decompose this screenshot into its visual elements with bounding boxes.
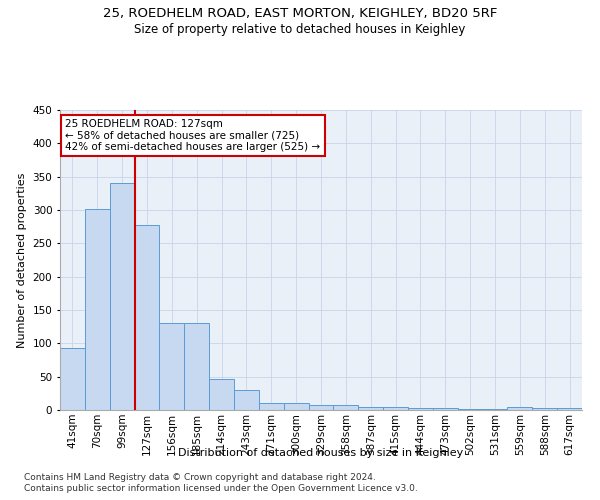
Text: Contains public sector information licensed under the Open Government Licence v3: Contains public sector information licen… xyxy=(24,484,418,493)
Bar xyxy=(557,408,582,410)
Bar xyxy=(308,404,334,410)
Bar xyxy=(532,408,557,410)
Bar xyxy=(134,224,160,410)
Bar xyxy=(383,406,408,410)
Text: Size of property relative to detached houses in Keighley: Size of property relative to detached ho… xyxy=(134,22,466,36)
Text: Contains HM Land Registry data © Crown copyright and database right 2024.: Contains HM Land Registry data © Crown c… xyxy=(24,472,376,482)
Bar xyxy=(284,404,308,410)
Bar xyxy=(209,380,234,410)
Bar xyxy=(408,408,433,410)
Y-axis label: Number of detached properties: Number of detached properties xyxy=(17,172,27,348)
Bar xyxy=(433,408,458,410)
Bar xyxy=(85,210,110,410)
Bar xyxy=(110,184,134,410)
Bar xyxy=(334,404,358,410)
Bar xyxy=(184,322,209,410)
Bar xyxy=(160,322,184,410)
Bar xyxy=(60,348,85,410)
Text: 25 ROEDHELM ROAD: 127sqm
← 58% of detached houses are smaller (725)
42% of semi-: 25 ROEDHELM ROAD: 127sqm ← 58% of detach… xyxy=(65,119,320,152)
Bar xyxy=(508,406,532,410)
Bar xyxy=(259,404,284,410)
Bar xyxy=(358,406,383,410)
Bar xyxy=(234,390,259,410)
Text: Distribution of detached houses by size in Keighley: Distribution of detached houses by size … xyxy=(178,448,464,458)
Text: 25, ROEDHELM ROAD, EAST MORTON, KEIGHLEY, BD20 5RF: 25, ROEDHELM ROAD, EAST MORTON, KEIGHLEY… xyxy=(103,8,497,20)
